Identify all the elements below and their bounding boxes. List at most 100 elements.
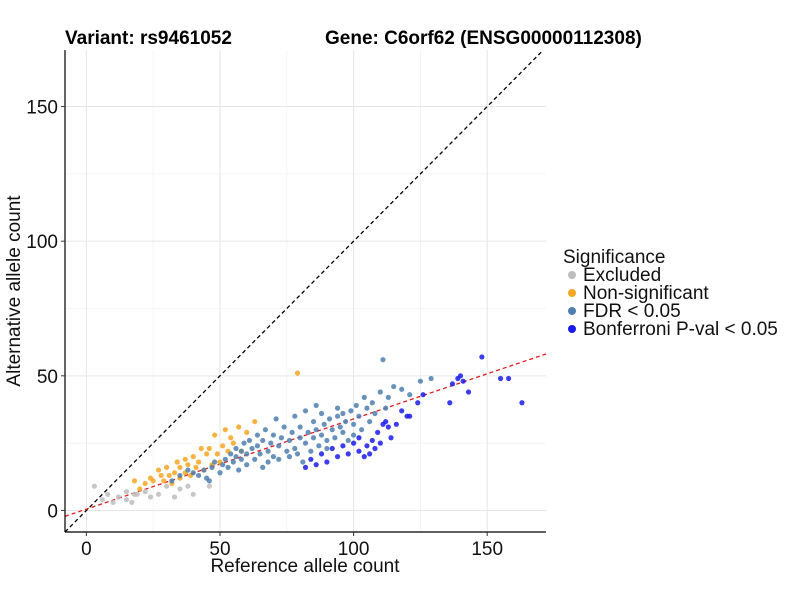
point-non-significant (252, 418, 258, 425)
point-bonferroni-p-val-0-05 (519, 400, 525, 406)
point-fdr-0-05 (399, 386, 405, 392)
point-excluded (115, 494, 122, 500)
point-fdr-0-05 (276, 443, 282, 449)
point-non-significant (163, 464, 170, 470)
point-bonferroni-p-val-0-05 (447, 400, 453, 406)
point-fdr-0-05 (305, 429, 311, 435)
point-non-significant (190, 454, 196, 460)
point-fdr-0-05 (284, 448, 290, 454)
point-excluded (147, 494, 154, 500)
x-axis-title: Reference allele count (210, 556, 400, 577)
point-non-significant (150, 478, 156, 484)
point-non-significant (212, 432, 218, 438)
point-bonferroni-p-val-0-05 (324, 459, 330, 465)
point-fdr-0-05 (257, 451, 263, 457)
point-fdr-0-05 (391, 383, 397, 390)
point-fdr-0-05 (313, 427, 319, 433)
point-fdr-0-05 (246, 437, 252, 444)
point-fdr-0-05 (385, 394, 391, 400)
point-excluded (171, 494, 178, 500)
point-bonferroni-p-val-0-05 (449, 381, 456, 387)
point-non-significant (220, 443, 226, 449)
point-fdr-0-05 (222, 456, 228, 462)
point-fdr-0-05 (265, 448, 271, 454)
data-points (91, 354, 525, 505)
point-non-significant (236, 424, 242, 430)
point-bonferroni-p-val-0-05 (356, 448, 362, 454)
point-fdr-0-05 (324, 445, 330, 452)
point-fdr-0-05 (225, 464, 231, 470)
point-bonferroni-p-val-0-05 (497, 375, 504, 382)
point-fdr-0-05 (260, 437, 266, 444)
point-fdr-0-05 (345, 437, 351, 444)
y-tick-label: 150 (26, 98, 58, 119)
point-fdr-0-05 (228, 451, 234, 457)
point-excluded (185, 483, 191, 489)
point-fdr-0-05 (302, 440, 309, 446)
point-non-significant (131, 478, 138, 484)
point-fdr-0-05 (262, 427, 269, 433)
point-fdr-0-05 (297, 424, 303, 430)
point-fdr-0-05 (417, 378, 424, 384)
point-fdr-0-05 (292, 445, 298, 452)
point-fdr-0-05 (238, 448, 244, 454)
legend-key (568, 307, 576, 315)
point-fdr-0-05 (308, 448, 314, 454)
point-bonferroni-p-val-0-05 (399, 408, 405, 414)
point-fdr-0-05 (286, 437, 293, 444)
reference-line-identity (64, 49, 544, 533)
point-fdr-0-05 (302, 408, 309, 414)
point-fdr-0-05 (359, 427, 365, 433)
point-bonferroni-p-val-0-05 (364, 443, 370, 449)
point-fdr-0-05 (342, 418, 349, 425)
x-tick-label: 0 (81, 539, 92, 560)
point-fdr-0-05 (407, 392, 413, 398)
point-bonferroni-p-val-0-05 (375, 429, 381, 435)
y-tick-label: 100 (26, 232, 58, 253)
point-fdr-0-05 (313, 402, 319, 409)
point-fdr-0-05 (169, 478, 175, 484)
point-bonferroni-p-val-0-05 (351, 440, 357, 446)
point-non-significant (196, 459, 202, 465)
point-bonferroni-p-val-0-05 (465, 389, 472, 395)
point-fdr-0-05 (294, 451, 301, 457)
point-fdr-0-05 (289, 429, 295, 435)
point-fdr-0-05 (270, 432, 277, 438)
point-fdr-0-05 (268, 440, 274, 446)
point-fdr-0-05 (340, 429, 346, 435)
point-excluded (142, 489, 148, 495)
point-excluded (177, 486, 183, 492)
point-non-significant (206, 445, 212, 452)
legend-title: Significance (563, 247, 665, 268)
y-axis-title: Alternative allele count (4, 195, 25, 387)
point-fdr-0-05 (332, 435, 338, 441)
point-bonferroni-p-val-0-05 (457, 373, 464, 379)
point-fdr-0-05 (265, 459, 271, 465)
point-bonferroni-p-val-0-05 (340, 443, 346, 449)
chart-title-variant: Variant: rs9461052 (65, 28, 232, 49)
point-fdr-0-05 (334, 405, 341, 411)
point-fdr-0-05 (292, 413, 298, 419)
point-bonferroni-p-val-0-05 (420, 392, 426, 398)
point-fdr-0-05 (351, 421, 357, 427)
point-fdr-0-05 (372, 410, 378, 417)
legend-key (568, 325, 576, 333)
point-bonferroni-p-val-0-05 (345, 451, 351, 457)
point-excluded (206, 483, 212, 489)
legend-label: Non-significant (583, 283, 709, 304)
point-fdr-0-05 (273, 416, 279, 422)
point-bonferroni-p-val-0-05 (302, 464, 309, 470)
point-excluded (99, 497, 106, 503)
point-fdr-0-05 (297, 435, 303, 441)
point-fdr-0-05 (233, 445, 239, 452)
point-fdr-0-05 (230, 459, 236, 465)
point-fdr-0-05 (254, 443, 260, 449)
point-bonferroni-p-val-0-05 (388, 435, 394, 441)
point-bonferroni-p-val-0-05 (329, 445, 335, 452)
point-non-significant (214, 451, 220, 457)
chart-title-gene: Gene: C6orf62 (ENSG00000112308) (325, 28, 642, 49)
point-non-significant (177, 464, 183, 470)
legend-label: FDR < 0.05 (583, 301, 681, 322)
point-fdr-0-05 (310, 435, 317, 441)
point-fdr-0-05 (278, 435, 285, 441)
